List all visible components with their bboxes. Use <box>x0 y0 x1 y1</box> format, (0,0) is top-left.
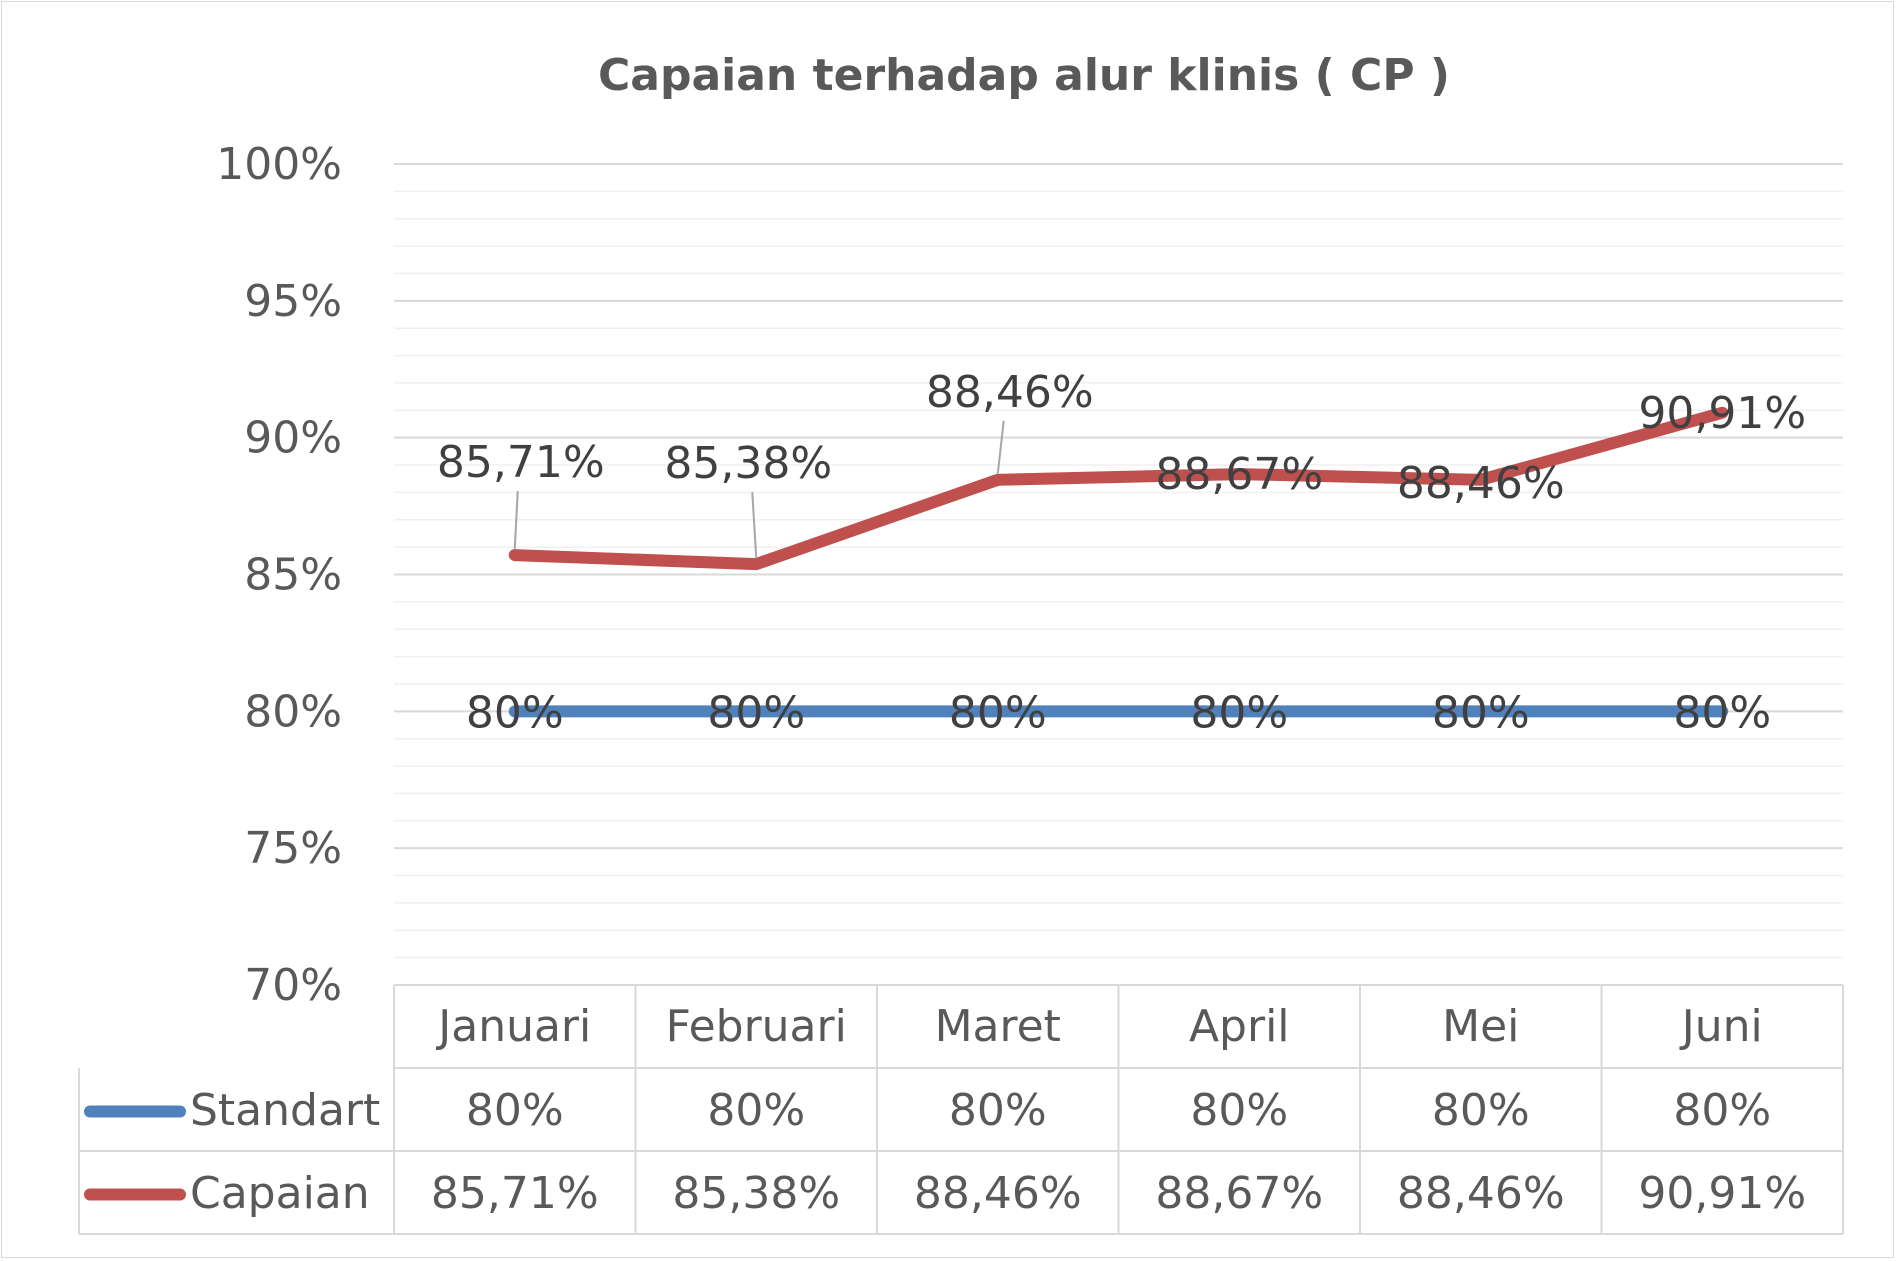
y-tick-label: 90% <box>244 413 342 464</box>
category-label: Maret <box>935 1001 1061 1052</box>
label-leader-line <box>996 420 1005 474</box>
table-cell: 85,38% <box>672 1168 840 1219</box>
table-cell: 80% <box>1673 1085 1771 1136</box>
data-label: 80% <box>1190 687 1288 738</box>
y-axis: 70% 75% 80% 85% 90% 95% 100% <box>216 139 342 1011</box>
series-name: Capaian <box>190 1168 370 1219</box>
series-lines <box>508 406 1729 718</box>
data-label: 85,71% <box>437 437 605 488</box>
y-tick-label: 85% <box>244 550 342 601</box>
data-label: 88,46% <box>926 367 1094 418</box>
table-cell: 88,46% <box>914 1168 1082 1219</box>
table-cell: 88,46% <box>1397 1168 1565 1219</box>
y-tick-label: 70% <box>244 960 342 1011</box>
category-label: Februari <box>666 1001 847 1052</box>
table-cell: 80% <box>1432 1085 1530 1136</box>
y-tick-label: 100% <box>216 139 342 190</box>
data-label: 88,67% <box>1155 449 1323 500</box>
series-name: Standart <box>190 1085 380 1136</box>
data-table: Januari Februari Maret April Mei Juni Standart… <box>78 984 1844 1235</box>
table-cell: 85,71% <box>431 1168 599 1219</box>
data-label: 90,91% <box>1638 388 1806 439</box>
label-leader-line <box>751 492 758 559</box>
table-cell: 88,67% <box>1155 1168 1323 1219</box>
data-label: 80% <box>466 687 564 738</box>
y-tick-label: 80% <box>244 686 342 737</box>
data-labels: 80% 80% 80% 80% 80% 80% 85,71% 85,38% 88,46% 88,6… <box>437 367 1806 739</box>
data-label: 85,38% <box>664 438 832 489</box>
data-label: 88,46% <box>1397 458 1565 509</box>
data-label: 80% <box>707 687 805 738</box>
category-label: Mei <box>1442 1001 1519 1052</box>
data-label: 80% <box>949 687 1047 738</box>
category-label: Juni <box>1679 1001 1763 1052</box>
data-label: 80% <box>1432 687 1530 738</box>
table-cell: 80% <box>949 1085 1047 1136</box>
chart-title: Capaian terhadap alur klinis ( CP ) <box>598 50 1450 101</box>
table-cell: 80% <box>707 1085 805 1136</box>
category-label: April <box>1189 1001 1290 1052</box>
table-cell: 90,91% <box>1638 1168 1806 1219</box>
data-label: 80% <box>1673 687 1771 738</box>
table-cell: 80% <box>466 1085 564 1136</box>
table-cell: 80% <box>1190 1085 1288 1136</box>
category-label: Januari <box>435 1001 591 1052</box>
y-tick-label: 75% <box>244 823 342 874</box>
y-tick-label: 95% <box>244 276 342 327</box>
label-leader-line <box>513 491 519 550</box>
series-line-capaian <box>508 406 1729 571</box>
